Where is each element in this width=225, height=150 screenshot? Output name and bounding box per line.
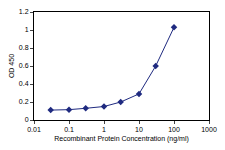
svg-text:0.6: 0.6 [19, 62, 29, 69]
svg-text:100: 100 [168, 126, 180, 133]
svg-text:0.1: 0.1 [64, 126, 74, 133]
svg-text:Recombinant Protein Concentrat: Recombinant Protein Concentration (ng/ml… [54, 135, 189, 143]
svg-text:1.2: 1.2 [19, 8, 29, 15]
svg-text:0.4: 0.4 [19, 80, 29, 87]
svg-text:1: 1 [25, 26, 29, 33]
svg-text:0: 0 [25, 116, 29, 123]
svg-text:0.2: 0.2 [19, 98, 29, 105]
svg-text:OD 450: OD 450 [8, 54, 15, 78]
svg-text:0.01: 0.01 [27, 126, 41, 133]
svg-text:1: 1 [102, 126, 106, 133]
svg-text:1000: 1000 [201, 126, 217, 133]
svg-text:0.8: 0.8 [19, 44, 29, 51]
svg-text:10: 10 [135, 126, 143, 133]
